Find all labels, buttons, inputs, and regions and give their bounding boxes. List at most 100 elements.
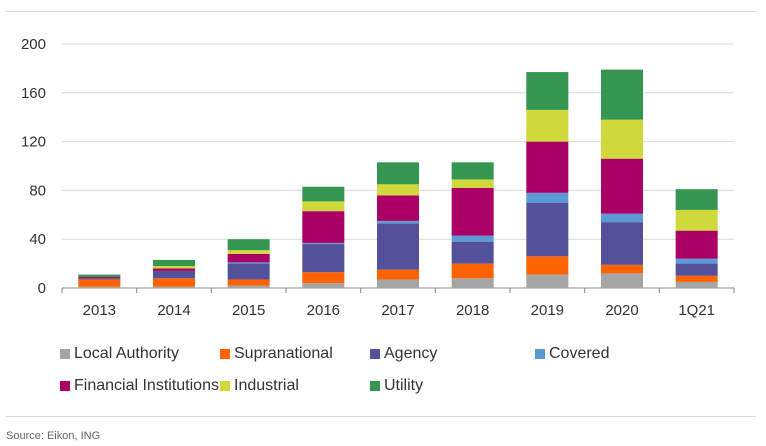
legend-label: Local Authority <box>74 345 179 362</box>
legend-item: Local Authority <box>60 345 220 363</box>
y-tick-label: 80 <box>29 182 46 199</box>
legend-swatch <box>535 349 545 359</box>
legend-item: Utility <box>370 377 535 395</box>
bar-segment <box>451 278 494 288</box>
bar-segment <box>302 186 345 202</box>
x-tick-label: 2013 <box>83 302 116 319</box>
bar-segment <box>451 263 494 279</box>
bar-segment <box>302 242 345 245</box>
bar-segment <box>377 220 419 224</box>
legend-swatch <box>370 381 380 391</box>
source-note: Source: Eikon, ING <box>6 430 101 442</box>
bar-segment <box>601 273 643 288</box>
legend-label: Supranational <box>234 345 333 362</box>
bar-segment <box>601 213 643 223</box>
bar-segment <box>78 278 121 280</box>
bar-segment <box>302 272 345 284</box>
legend-row: Financial Institutions Industrial Utility <box>60 370 740 402</box>
legend-label: Agency <box>384 345 438 362</box>
bar-segment <box>526 192 569 203</box>
bar-segment <box>451 179 494 188</box>
bar-segment <box>526 141 569 193</box>
bar-segment <box>227 279 270 286</box>
bar-segment <box>451 162 494 180</box>
bar-segment <box>601 158 643 214</box>
bar-segment <box>153 286 195 288</box>
x-tick-label: 2020 <box>605 302 638 319</box>
x-tick-label: 2018 <box>456 302 489 319</box>
legend-item: Supranational <box>220 345 370 363</box>
bar-segment <box>451 187 494 236</box>
x-tick-label: 1Q21 <box>678 302 715 319</box>
y-tick-label: 200 <box>21 36 46 53</box>
bar-segment <box>227 285 270 288</box>
bar-segment <box>377 195 419 221</box>
legend-swatch <box>220 349 230 359</box>
bar-segment <box>153 268 195 271</box>
legend-item: Industrial <box>220 377 370 395</box>
x-tick-label: 2017 <box>381 302 414 319</box>
bar-segment <box>675 209 718 231</box>
legend-item: Agency <box>370 345 535 363</box>
bar-segment <box>526 109 569 142</box>
y-axis-ticks: 0 40 80 120 160 200 <box>21 36 46 297</box>
bar-segment <box>526 72 569 110</box>
bar-segment <box>377 184 419 196</box>
bar-segment <box>377 269 419 280</box>
y-tick-label: 120 <box>21 134 46 151</box>
bar-segment <box>227 239 270 251</box>
bar-segment <box>675 263 718 276</box>
x-tick-label: 2014 <box>157 302 190 319</box>
bar-segment <box>377 162 419 185</box>
legend-swatch <box>60 349 70 359</box>
bar-segment <box>377 279 419 288</box>
legend-item: Financial Institutions <box>60 377 220 395</box>
legend-swatch <box>370 349 380 359</box>
bar-segment <box>601 69 643 120</box>
bar-segment <box>601 264 643 274</box>
bar-segment <box>78 277 121 279</box>
y-tick-label: 40 <box>29 231 46 248</box>
bar-segment <box>377 223 419 270</box>
x-axis-ticks: 2013 2014 2015 2016 2017 2018 2019 2020 1Q21 <box>61 288 735 319</box>
bar-segment <box>526 274 569 288</box>
legend-swatch <box>220 381 230 391</box>
bar-segment <box>601 119 643 159</box>
bar-segment <box>302 201 345 212</box>
bar-segment <box>153 259 195 267</box>
y-tick-label: 0 <box>38 280 46 297</box>
legend-swatch <box>60 381 70 391</box>
legend-label: Utility <box>384 377 424 394</box>
bar-segment <box>227 250 270 254</box>
bar-segment <box>675 275 718 282</box>
bar-segment <box>302 244 345 273</box>
bar-segment <box>153 270 195 279</box>
bar-segment <box>227 262 270 264</box>
bar-segment <box>675 281 718 288</box>
bar-segment <box>153 278 195 287</box>
bar-segment <box>675 230 718 259</box>
x-tick-label: 2016 <box>307 302 340 319</box>
legend-label: Covered <box>549 345 610 362</box>
bar-segment <box>675 258 718 264</box>
bar-segment <box>302 211 345 243</box>
legend-row: Local Authority Supranational Agency Covere… <box>60 338 740 370</box>
bar-segment <box>78 286 121 288</box>
bar-stacks <box>78 69 718 288</box>
bar-segment <box>451 235 494 242</box>
bar-segment <box>302 283 345 288</box>
y-tick-label: 160 <box>21 85 46 102</box>
bar-segment <box>675 189 718 210</box>
bar-segment <box>227 253 270 263</box>
footer-divider <box>6 416 756 417</box>
bar-segment <box>78 274 121 278</box>
bar-segment <box>526 256 569 275</box>
bar-segment <box>601 222 643 265</box>
legend-label: Industrial <box>234 377 299 394</box>
bar-segment <box>153 266 195 269</box>
bar-segment <box>78 279 121 287</box>
legend-item: Covered <box>535 345 655 363</box>
bar-segment <box>451 241 494 264</box>
legend: Local Authority Supranational Agency Covere… <box>60 338 740 402</box>
